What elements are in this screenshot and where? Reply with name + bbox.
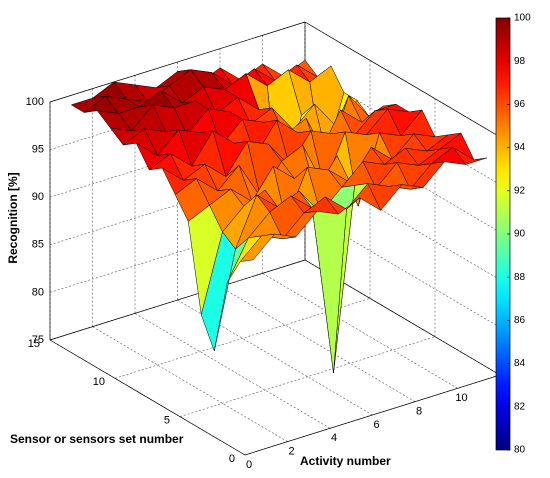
- x-tick-label: 6: [373, 419, 379, 431]
- grid-line: [219, 286, 416, 402]
- colorbar-tick-label: 86: [514, 315, 526, 326]
- grid-line: [114, 298, 371, 379]
- colorbar-tick-label: 80: [514, 445, 526, 456]
- colorbar-tick-label: 90: [514, 229, 526, 240]
- y-axis-label: Sensor or sensors set number: [10, 432, 184, 446]
- x-axis-label: Activity number: [300, 454, 391, 468]
- grid-line: [49, 212, 306, 293]
- y-tick-label: 0: [229, 453, 235, 465]
- y-tick-label: 15: [28, 338, 40, 350]
- y-tick-label: 10: [93, 376, 105, 388]
- axes-front: 0246810120510157580859095100: [26, 96, 510, 471]
- colorbar-tick-label: 84: [514, 358, 526, 369]
- z-axis-label: Recognition [%]: [6, 172, 20, 263]
- z-tick-label: 100: [26, 96, 44, 108]
- z-tick-label: 95: [32, 144, 44, 156]
- x-tick-label: 2: [288, 446, 294, 458]
- z-tick-label: 90: [32, 191, 44, 203]
- colorbar-tick-label: 88: [514, 272, 526, 283]
- grid-line: [49, 164, 306, 246]
- z-tick-label: 85: [32, 239, 44, 251]
- axis-line: [49, 259, 306, 341]
- colorbar-tick-label: 100: [514, 13, 531, 24]
- surface: [70, 59, 488, 373]
- colorbar-tick-label: 92: [514, 185, 526, 196]
- axis-line: [49, 21, 306, 103]
- surface-facet: [239, 233, 276, 262]
- grid-line: [92, 326, 288, 442]
- axis-line: [244, 374, 501, 456]
- grid-line: [134, 313, 331, 429]
- grid-line: [262, 273, 458, 389]
- x-tick-label: 0: [246, 459, 252, 471]
- x-tick-label: 4: [331, 432, 337, 444]
- z-tick-label: 75: [32, 334, 44, 346]
- axis-line: [304, 21, 501, 138]
- grid-line: [179, 336, 436, 417]
- axis-line: [49, 339, 246, 456]
- colorbar-tick-label: 82: [514, 401, 526, 412]
- z-tick-label: 80: [32, 286, 44, 298]
- colorbar-tick-label: 98: [514, 56, 526, 67]
- y-tick-label: 5: [164, 415, 170, 427]
- x-tick-label: 8: [416, 406, 422, 418]
- colorbar-tick-label: 96: [514, 99, 526, 110]
- x-tick-label: 10: [455, 392, 467, 404]
- colorbar-tick-label: 94: [514, 142, 526, 153]
